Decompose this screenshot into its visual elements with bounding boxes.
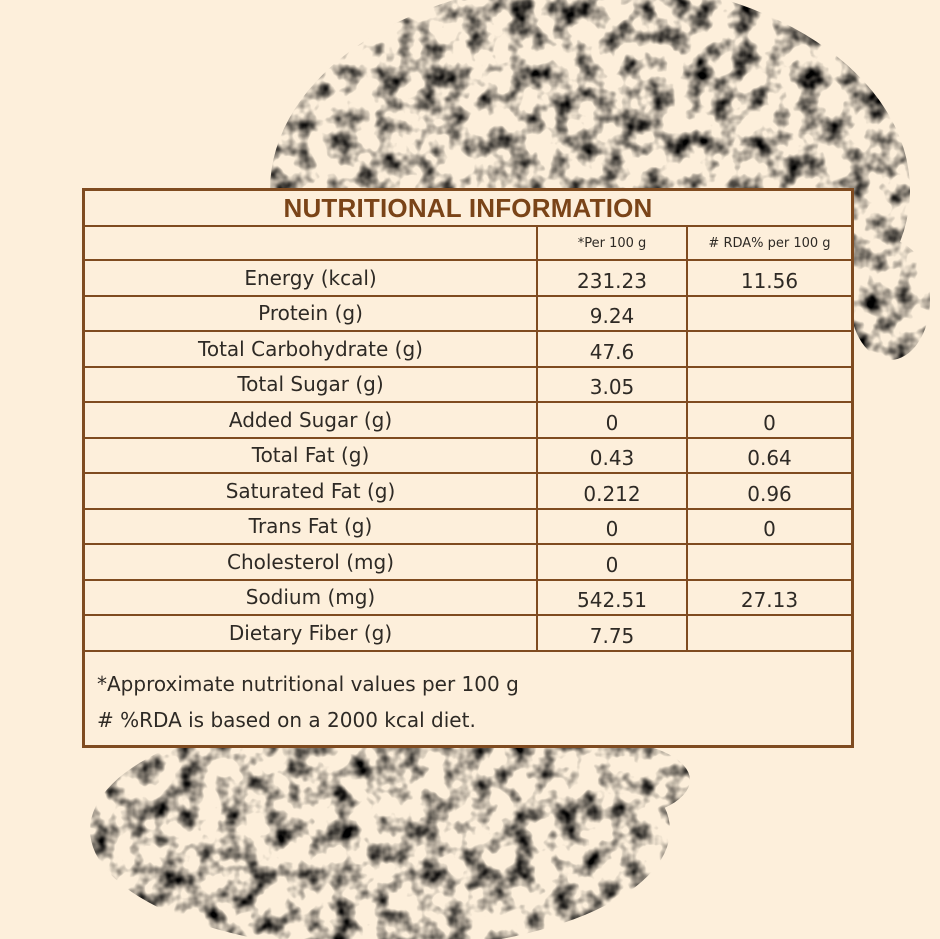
- rda-value: 0: [686, 401, 851, 439]
- header-cell-rda: # RDA% per 100 g: [686, 227, 851, 261]
- nutrition-table: *Per 100 g # RDA% per 100 g Energy (kcal…: [85, 227, 851, 652]
- rda-value: 0.64: [686, 436, 851, 474]
- panel-title: NUTRITIONAL INFORMATION: [85, 191, 851, 227]
- nutrient-label: Total Fat (g): [85, 436, 538, 474]
- rda-value: [686, 294, 851, 332]
- table-row: Cholesterol (mg) 0: [85, 543, 851, 581]
- per-100g-value: 0: [536, 507, 688, 545]
- per-100g-value: 7.75: [536, 614, 688, 652]
- table-row: Total Sugar (g) 3.05: [85, 365, 851, 403]
- table-row: Added Sugar (g) 0 0: [85, 401, 851, 439]
- footnote-rda-basis: # %RDA is based on a 2000 kcal diet.: [97, 708, 476, 732]
- per-100g-value: 0: [536, 543, 688, 581]
- nutrient-label: Trans Fat (g): [85, 507, 538, 545]
- nutrition-panel: NUTRITIONAL INFORMATION *Per 100 g # RDA…: [82, 188, 854, 748]
- table-row: Sodium (mg) 542.51 27.13: [85, 578, 851, 616]
- per-100g-value: 231.23: [536, 259, 688, 297]
- rda-value: [686, 365, 851, 403]
- per-100g-value: 0.212: [536, 472, 688, 510]
- per-100g-value: 3.05: [536, 365, 688, 403]
- header-cell-per-100g: *Per 100 g: [536, 227, 688, 261]
- header-cell-nutrient: [85, 227, 538, 261]
- per-100g-value: 542.51: [536, 578, 688, 616]
- table-row: Energy (kcal) 231.23 11.56: [85, 259, 851, 297]
- nutrient-label: Total Sugar (g): [85, 365, 538, 403]
- rda-value: [686, 614, 851, 652]
- per-100g-value: 0: [536, 401, 688, 439]
- per-100g-value: 9.24: [536, 294, 688, 332]
- table-row: Saturated Fat (g) 0.212 0.96: [85, 472, 851, 510]
- nutrient-label: Total Carbohydrate (g): [85, 330, 538, 368]
- table-row: Total Fat (g) 0.43 0.64: [85, 436, 851, 474]
- footnotes: *Approximate nutritional values per 100 …: [97, 666, 519, 738]
- per-100g-value: 47.6: [536, 330, 688, 368]
- nutrient-label: Added Sugar (g): [85, 401, 538, 439]
- per-100g-value: 0.43: [536, 436, 688, 474]
- nutrient-label: Sodium (mg): [85, 578, 538, 616]
- footnote-approximate: *Approximate nutritional values per 100 …: [97, 672, 519, 696]
- table-row: Protein (g) 9.24: [85, 294, 851, 332]
- nutrient-label: Dietary Fiber (g): [85, 614, 538, 652]
- rda-value: 0: [686, 507, 851, 545]
- nutrient-label: Cholesterol (mg): [85, 543, 538, 581]
- rda-value: 0.96: [686, 472, 851, 510]
- table-row: Trans Fat (g) 0 0: [85, 507, 851, 545]
- rda-value: 11.56: [686, 259, 851, 297]
- table-row: Dietary Fiber (g) 7.75: [85, 614, 851, 652]
- table-header-row: *Per 100 g # RDA% per 100 g: [85, 227, 851, 261]
- rda-value: 27.13: [686, 578, 851, 616]
- table-row: Total Carbohydrate (g) 47.6: [85, 330, 851, 368]
- nutrient-label: Energy (kcal): [85, 259, 538, 297]
- nutrient-label: Protein (g): [85, 294, 538, 332]
- rda-value: [686, 543, 851, 581]
- nutrient-label: Saturated Fat (g): [85, 472, 538, 510]
- rda-value: [686, 330, 851, 368]
